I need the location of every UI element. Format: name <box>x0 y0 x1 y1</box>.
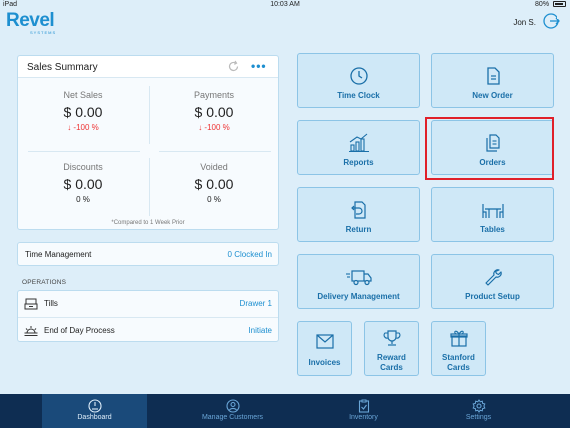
operations-card: Tills Drawer 1 End of Day Process Initia… <box>17 290 279 342</box>
tile-label: New Order <box>472 91 513 100</box>
divider <box>149 86 150 144</box>
nav-label: Inventory <box>349 414 378 421</box>
envelope-icon <box>315 334 334 349</box>
delivery-management-tile[interactable]: Delivery Management <box>297 254 420 309</box>
nav-label: Manage Customers <box>201 414 264 421</box>
tile-label: Invoices <box>308 358 341 367</box>
tile-label: Time Clock <box>337 91 380 100</box>
tile-label: Product Setup <box>465 292 520 301</box>
return-icon <box>350 201 366 219</box>
stanford-cards-tile[interactable]: Stanford Cards <box>431 321 486 376</box>
divider <box>28 151 140 152</box>
gear-icon <box>472 399 485 413</box>
tile-label: Reports <box>343 158 374 167</box>
metric-label: Net Sales <box>63 90 103 100</box>
table-icon <box>481 204 504 218</box>
initiate-link[interactable]: Initiate <box>248 326 272 335</box>
divider <box>149 158 150 216</box>
more-options-icon[interactable]: ••• <box>251 59 267 73</box>
tile-label: Reward <box>377 353 406 362</box>
metric-label: Discounts <box>63 162 103 172</box>
invoices-tile[interactable]: Invoices <box>297 321 352 376</box>
nav-label: Dashboard <box>77 414 112 421</box>
documents-icon <box>485 134 500 152</box>
metric-value: $ 0.00 <box>194 176 234 192</box>
bar-chart-icon <box>348 133 369 153</box>
nav-dashboard[interactable]: Dashboard <box>42 394 147 428</box>
tables-tile[interactable]: Tables <box>431 187 554 242</box>
new-order-tile[interactable]: New Order <box>431 53 554 108</box>
metric-value: $ 0.00 <box>194 104 234 120</box>
metric-change: 0 % <box>207 195 221 204</box>
discounts-metric: Discounts $ 0.00 0 % <box>18 162 148 204</box>
nav-settings[interactable]: Settings <box>426 394 531 428</box>
clock: 10:03 AM <box>270 1 300 8</box>
tills-row[interactable]: Tills Drawer 1 <box>18 291 278 317</box>
sales-summary-card: Sales Summary ••• Net Sales $ 0.00 ↓ -10… <box>17 55 279 230</box>
selection-highlight <box>425 117 554 180</box>
tile-label: Cards <box>447 363 470 372</box>
metric-label: Voided <box>200 162 228 172</box>
metric-change: 0 % <box>76 195 90 204</box>
nav-inventory[interactable]: Inventory <box>311 394 416 428</box>
reward-cards-tile[interactable]: Reward Cards <box>364 321 419 376</box>
revel-logo-subtitle: SYSTEMS <box>30 30 57 35</box>
user-icon <box>225 399 240 413</box>
compare-note: *Compared to 1 Week Prior <box>111 220 185 226</box>
clipboard-icon <box>358 399 369 413</box>
metric-label: Payments <box>193 90 235 100</box>
time-management-row[interactable]: Time Management 0 Clocked In <box>17 242 279 266</box>
bottom-navigation: Dashboard Manage Customers Inventory Set… <box>0 394 570 428</box>
voided-metric: Voided $ 0.00 0 % <box>149 162 279 204</box>
tile-label: Delivery Management <box>317 292 400 301</box>
operations-heading: OPERATIONS <box>22 279 67 286</box>
end-of-day-label: End of Day Process <box>44 326 115 335</box>
payments-metric: Payments $ 0.00 ↓ -100 % <box>149 90 279 132</box>
device-label: iPad <box>3 1 18 8</box>
battery-icon <box>553 1 566 8</box>
cash-drawer-icon <box>24 298 38 310</box>
trophy-icon <box>383 330 400 346</box>
sales-summary-title: Sales Summary <box>27 62 98 73</box>
battery-percent: 80% <box>535 1 550 8</box>
orders-tile[interactable]: Orders <box>431 120 554 175</box>
status-bar: iPad 10:03 AM 80% <box>0 0 570 11</box>
tile-label: Tables <box>480 225 505 234</box>
divider <box>159 151 271 152</box>
sunset-icon <box>24 326 38 336</box>
battery-status: 80% <box>535 1 566 8</box>
net-sales-metric: Net Sales $ 0.00 ↓ -100 % <box>18 90 148 132</box>
metric-change: ↓ -100 % <box>67 123 99 132</box>
gift-icon <box>449 330 468 347</box>
dashboard-icon <box>87 399 102 413</box>
tile-label: Cards <box>380 363 403 372</box>
drawer-link[interactable]: Drawer 1 <box>239 299 272 308</box>
nav-label: Settings <box>465 414 492 421</box>
end-of-day-row[interactable]: End of Day Process Initiate <box>18 317 278 343</box>
return-tile[interactable]: Return <box>297 187 420 242</box>
delivery-truck-icon <box>345 270 372 286</box>
user-name[interactable]: Jon S. <box>513 18 536 27</box>
metric-change: ↓ -100 % <box>198 123 230 132</box>
tile-label: Orders <box>479 158 506 167</box>
product-setup-tile[interactable]: Product Setup <box>431 254 554 309</box>
clock-icon <box>349 67 368 85</box>
time-clock-tile[interactable]: Time Clock <box>297 53 420 108</box>
sales-summary-header: Sales Summary ••• <box>18 56 278 78</box>
wrench-icon <box>484 269 502 286</box>
clocked-in-link[interactable]: 0 Clocked In <box>227 250 272 259</box>
metric-value: $ 0.00 <box>63 176 103 192</box>
tile-label: Stanford <box>442 353 475 362</box>
nav-manage-customers[interactable]: Manage Customers <box>180 394 285 428</box>
tile-label: Return <box>345 225 372 234</box>
metric-value: $ 0.00 <box>63 104 103 120</box>
refresh-icon[interactable] <box>227 60 240 73</box>
document-icon <box>486 67 500 85</box>
revel-logo: Revel <box>6 10 55 31</box>
tills-label: Tills <box>44 299 58 308</box>
reports-tile[interactable]: Reports <box>297 120 420 175</box>
time-management-label: Time Management <box>25 250 92 259</box>
logout-icon[interactable] <box>542 12 560 30</box>
